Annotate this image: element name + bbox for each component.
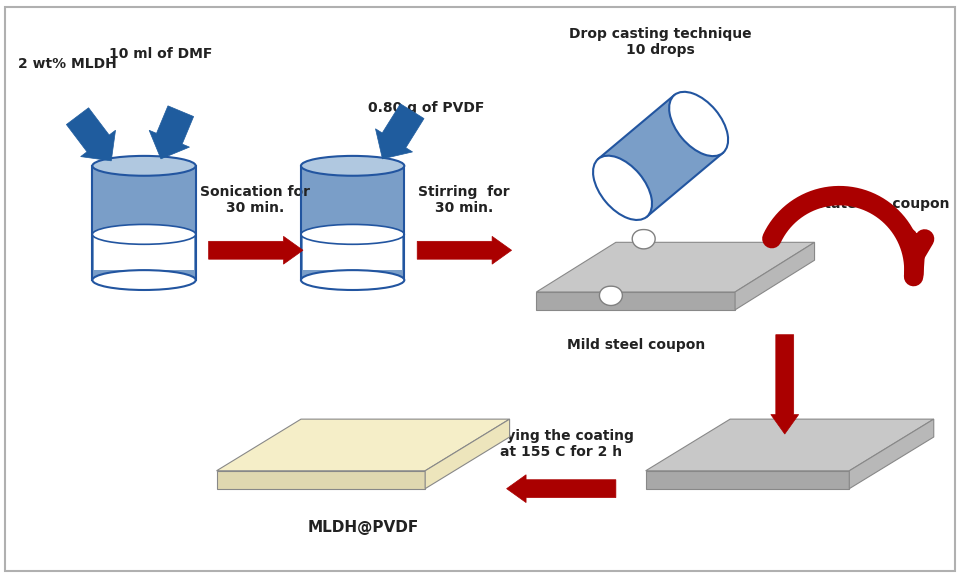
Polygon shape xyxy=(417,236,512,264)
Polygon shape xyxy=(425,419,510,488)
Polygon shape xyxy=(735,242,814,310)
Bar xyxy=(303,234,402,270)
Polygon shape xyxy=(376,104,424,159)
Polygon shape xyxy=(216,471,425,488)
Ellipse shape xyxy=(301,224,405,244)
Text: Drop casting technique
10 drops: Drop casting technique 10 drops xyxy=(569,27,752,57)
Text: 0.80 g of PVDF: 0.80 g of PVDF xyxy=(367,101,484,115)
Polygon shape xyxy=(67,108,116,161)
Polygon shape xyxy=(209,236,303,264)
Text: Mild steel coupon: Mild steel coupon xyxy=(567,338,705,351)
Text: Stirring  for
30 min.: Stirring for 30 min. xyxy=(418,186,510,216)
Ellipse shape xyxy=(301,156,405,176)
Ellipse shape xyxy=(93,224,196,244)
Text: 2 wt% MLDH: 2 wt% MLDH xyxy=(18,57,117,71)
Polygon shape xyxy=(536,292,735,310)
Text: 10 ml of DMF: 10 ml of DMF xyxy=(109,47,213,61)
Ellipse shape xyxy=(669,92,728,156)
Polygon shape xyxy=(645,471,849,488)
Ellipse shape xyxy=(593,155,652,220)
Text: Sonication for
30 min.: Sonication for 30 min. xyxy=(200,186,310,216)
Polygon shape xyxy=(216,419,510,471)
Polygon shape xyxy=(536,242,814,292)
Polygon shape xyxy=(506,475,616,502)
Polygon shape xyxy=(149,106,193,159)
Bar xyxy=(301,166,405,280)
Polygon shape xyxy=(645,419,934,471)
Text: MLDH@PVDF: MLDH@PVDF xyxy=(307,520,418,535)
Ellipse shape xyxy=(93,156,196,176)
Text: Drying the coating
at 155 C for 2 h: Drying the coating at 155 C for 2 h xyxy=(488,429,635,459)
Polygon shape xyxy=(632,229,655,249)
Polygon shape xyxy=(600,286,622,306)
Ellipse shape xyxy=(301,270,405,290)
Text: Rotate the coupon: Rotate the coupon xyxy=(805,197,950,210)
Bar xyxy=(93,166,196,280)
Polygon shape xyxy=(771,335,799,434)
Bar xyxy=(95,234,194,270)
Polygon shape xyxy=(598,95,723,217)
Polygon shape xyxy=(849,419,934,488)
Ellipse shape xyxy=(93,270,196,290)
